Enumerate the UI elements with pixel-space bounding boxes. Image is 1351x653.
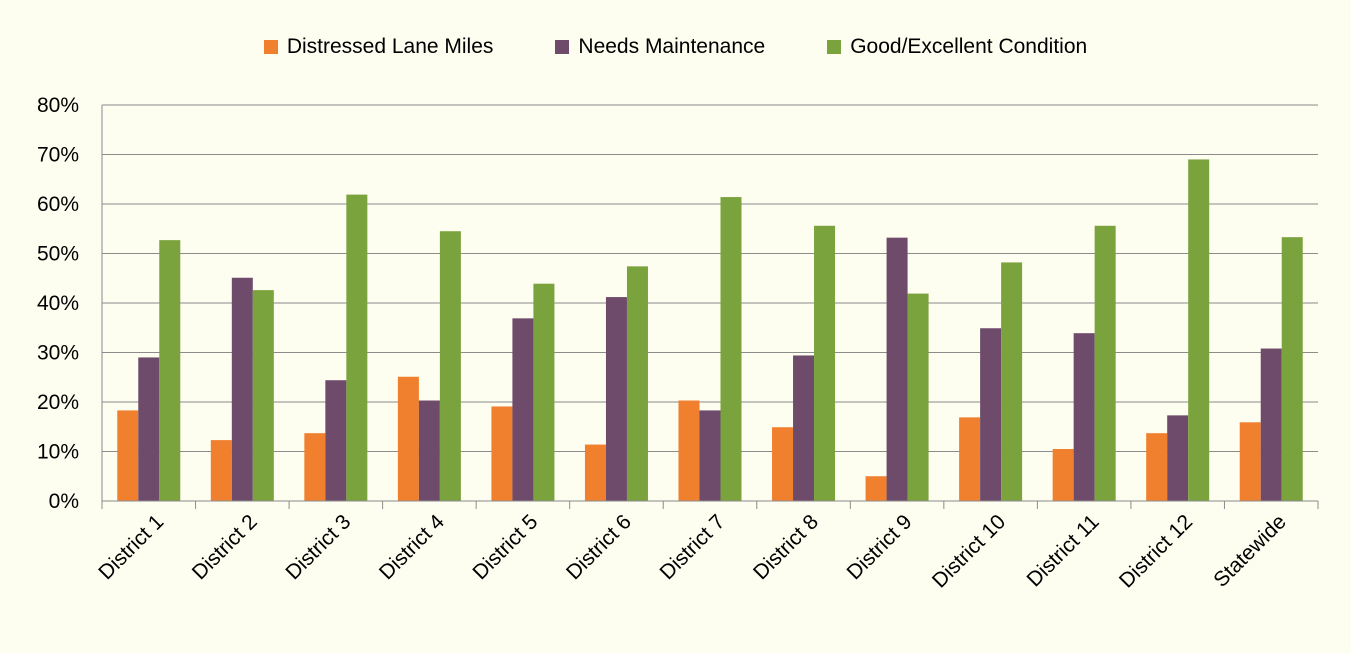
bar-needs-maintenance — [793, 355, 815, 501]
legend-label-needs-maintenance: Needs Maintenance — [578, 35, 766, 58]
legend-item-distressed: Distressed Lane Miles — [263, 35, 494, 59]
bar-good-excellent-condition — [439, 231, 461, 501]
bar-needs-maintenance — [1167, 415, 1189, 501]
y-tick-label: 80% — [37, 94, 79, 117]
bar-good-excellent-condition — [814, 225, 836, 501]
y-tick-label: 10% — [37, 441, 79, 464]
bar-distressed-lane-miles — [678, 400, 700, 501]
bar-distressed-lane-miles — [491, 406, 513, 501]
y-tick-label: 50% — [37, 243, 79, 266]
legend-swatch-needs-maintenance — [555, 40, 570, 54]
x-tick-label: District 2 — [188, 510, 262, 584]
bar-needs-maintenance — [138, 357, 160, 501]
x-tick-label: District 6 — [562, 510, 636, 584]
bar-good-excellent-condition — [1094, 225, 1116, 501]
bar-distressed-lane-miles — [1239, 422, 1261, 501]
bar-good-excellent-condition — [346, 194, 368, 501]
y-tick-label: 70% — [37, 144, 79, 167]
bar-good-excellent-condition — [907, 293, 929, 501]
bar-distressed-lane-miles — [117, 410, 139, 501]
x-tick-label: District 1 — [94, 510, 168, 584]
y-tick-label: 60% — [37, 193, 79, 216]
bar-needs-maintenance — [980, 328, 1002, 501]
bar-good-excellent-condition — [252, 290, 274, 501]
bar-distressed-lane-miles — [772, 427, 794, 501]
bar-distressed-lane-miles — [1052, 449, 1074, 501]
x-tick-label: District 8 — [749, 510, 823, 584]
x-tick-label: District 3 — [281, 510, 355, 584]
bar-distressed-lane-miles — [304, 433, 326, 501]
x-tick-label: District 10 — [928, 510, 1010, 592]
bar-needs-maintenance — [512, 318, 534, 501]
legend-label-distressed: Distressed Lane Miles — [286, 35, 494, 58]
bar-good-excellent-condition — [626, 266, 648, 501]
bar-good-excellent-condition — [159, 240, 181, 501]
x-tick-label: District 4 — [375, 510, 449, 584]
bar-good-excellent-condition — [1188, 159, 1210, 501]
bar-needs-maintenance — [1073, 333, 1095, 501]
bar-distressed-lane-miles — [397, 376, 419, 501]
bar-needs-maintenance — [325, 380, 347, 501]
x-tick-label: District 11 — [1023, 510, 1104, 591]
bar-distressed-lane-miles — [959, 417, 981, 501]
bar-good-excellent-condition — [533, 283, 555, 501]
bar-distressed-lane-miles — [1146, 433, 1168, 501]
y-tick-label: 40% — [37, 292, 79, 315]
bar-needs-maintenance — [699, 410, 721, 501]
y-tick-label: 30% — [37, 342, 79, 365]
bar-needs-maintenance — [1260, 348, 1282, 501]
legend-swatch-good-excellent — [827, 40, 842, 54]
bar-distressed-lane-miles — [210, 440, 232, 501]
bar-needs-maintenance — [605, 297, 627, 501]
legend-item-good-excellent: Good/Excellent Condition — [827, 35, 1087, 59]
bar-good-excellent-condition — [720, 197, 742, 501]
bar-distressed-lane-miles — [584, 444, 606, 501]
legend: Distressed Lane Miles Needs Maintenance … — [0, 30, 1351, 64]
legend-label-good-excellent: Good/Excellent Condition — [850, 35, 1088, 58]
bar-needs-maintenance — [231, 277, 253, 501]
bar-good-excellent-condition — [1001, 262, 1023, 501]
bar-good-excellent-condition — [1281, 237, 1303, 502]
bar-needs-maintenance — [418, 400, 440, 501]
bar-needs-maintenance — [886, 237, 908, 501]
x-tick-label: District 9 — [843, 510, 917, 584]
x-tick-label: District 7 — [656, 510, 730, 584]
x-tick-label: District 12 — [1115, 510, 1197, 592]
x-tick-label: District 5 — [468, 510, 542, 584]
x-tick-label: Statewide — [1209, 510, 1290, 591]
bar-distressed-lane-miles — [865, 476, 887, 501]
legend-item-needs-maintenance: Needs Maintenance — [555, 35, 765, 59]
legend-swatch-distressed — [263, 40, 278, 54]
y-tick-label: 20% — [37, 391, 79, 414]
y-tick-label: 0% — [49, 490, 79, 513]
